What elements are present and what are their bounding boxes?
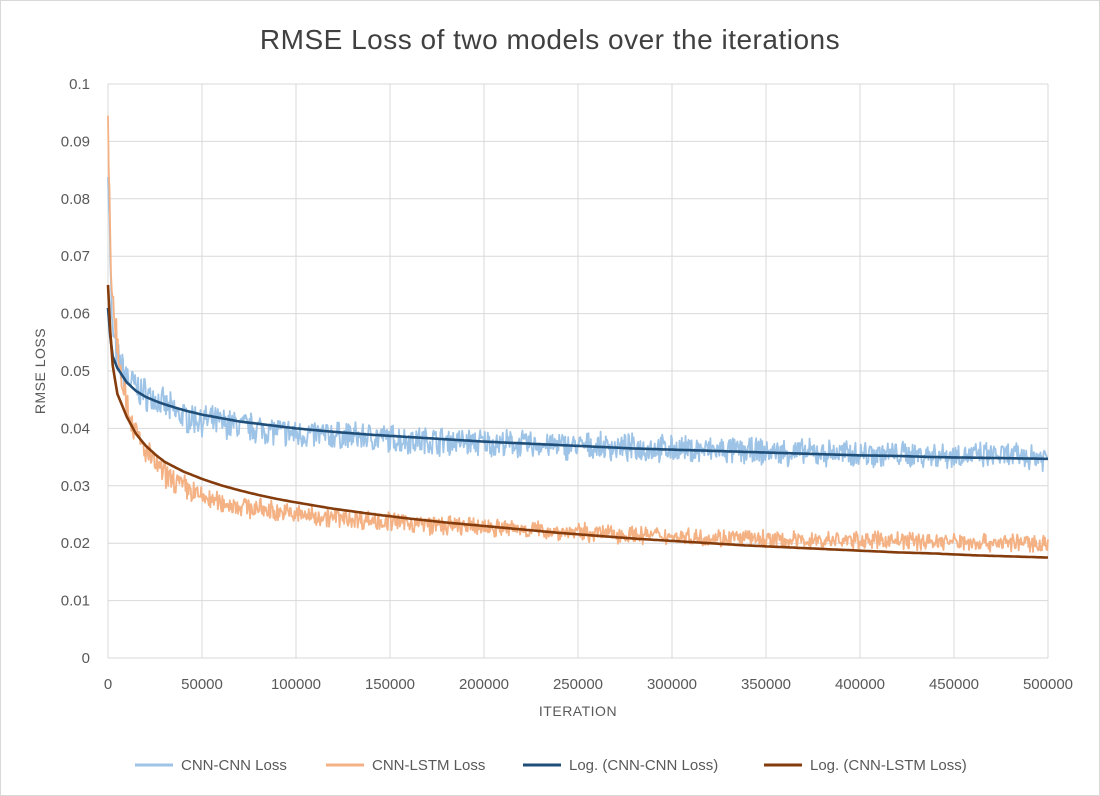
y-tick-label: 0.03 xyxy=(61,478,90,495)
y-tick-label: 0.1 xyxy=(69,76,90,93)
y-tick-label: 0.08 xyxy=(61,191,90,208)
legend-label: CNN-CNN Loss xyxy=(181,757,287,774)
grid-layer xyxy=(107,83,1049,659)
y-tick-label: 0.05 xyxy=(61,363,90,380)
legend: CNN-CNN Loss CNN-LSTM Loss Log. (CNN-CNN L… xyxy=(135,757,967,774)
y-tick-label: 0.06 xyxy=(61,306,90,323)
series-line-log-cnn-lstm-loss xyxy=(106,284,1048,559)
series-line-cnn-cnn-loss xyxy=(107,177,1049,472)
series-line-cnn-lstm-loss xyxy=(107,115,1049,553)
x-tick-label: 500000 xyxy=(1023,676,1073,693)
legend-label: CNN-LSTM Loss xyxy=(372,757,485,774)
x-tick-label: 0 xyxy=(104,676,112,693)
x-tick-label: 150000 xyxy=(365,676,415,693)
y-tick-label: 0 xyxy=(82,650,90,667)
legend-label: Log. (CNN-LSTM Loss) xyxy=(810,757,967,774)
y-tick-label: 0.04 xyxy=(61,420,90,437)
series-line-log-cnn-cnn-loss xyxy=(106,307,1048,461)
x-tick-label: 50000 xyxy=(181,676,223,693)
x-tick-label: 250000 xyxy=(553,676,603,693)
y-tick-label: 0.01 xyxy=(61,593,90,610)
y-tick-label: 0.07 xyxy=(61,248,90,265)
x-axis-title: ITERATION xyxy=(539,703,617,719)
x-tick-label: 100000 xyxy=(271,676,321,693)
y-tick-label: 0.02 xyxy=(61,535,90,552)
axis-layer: 0 0.01 0.02 0.03 0.04 0.05 0.06 0.07 0.08 0.09 0.1… xyxy=(61,76,1073,693)
legend-label: Log. (CNN-CNN Loss) xyxy=(569,757,718,774)
series-layer xyxy=(106,115,1049,559)
chart-title: RMSE Loss of two models over the iterati… xyxy=(260,24,840,55)
x-tick-label: 350000 xyxy=(741,676,791,693)
x-tick-label: 200000 xyxy=(459,676,509,693)
x-tick-label: 400000 xyxy=(835,676,885,693)
x-tick-label: 300000 xyxy=(647,676,697,693)
x-tick-label: 450000 xyxy=(929,676,979,693)
y-axis-title: RMSE LOSS xyxy=(32,328,48,414)
y-tick-label: 0.09 xyxy=(61,133,90,150)
